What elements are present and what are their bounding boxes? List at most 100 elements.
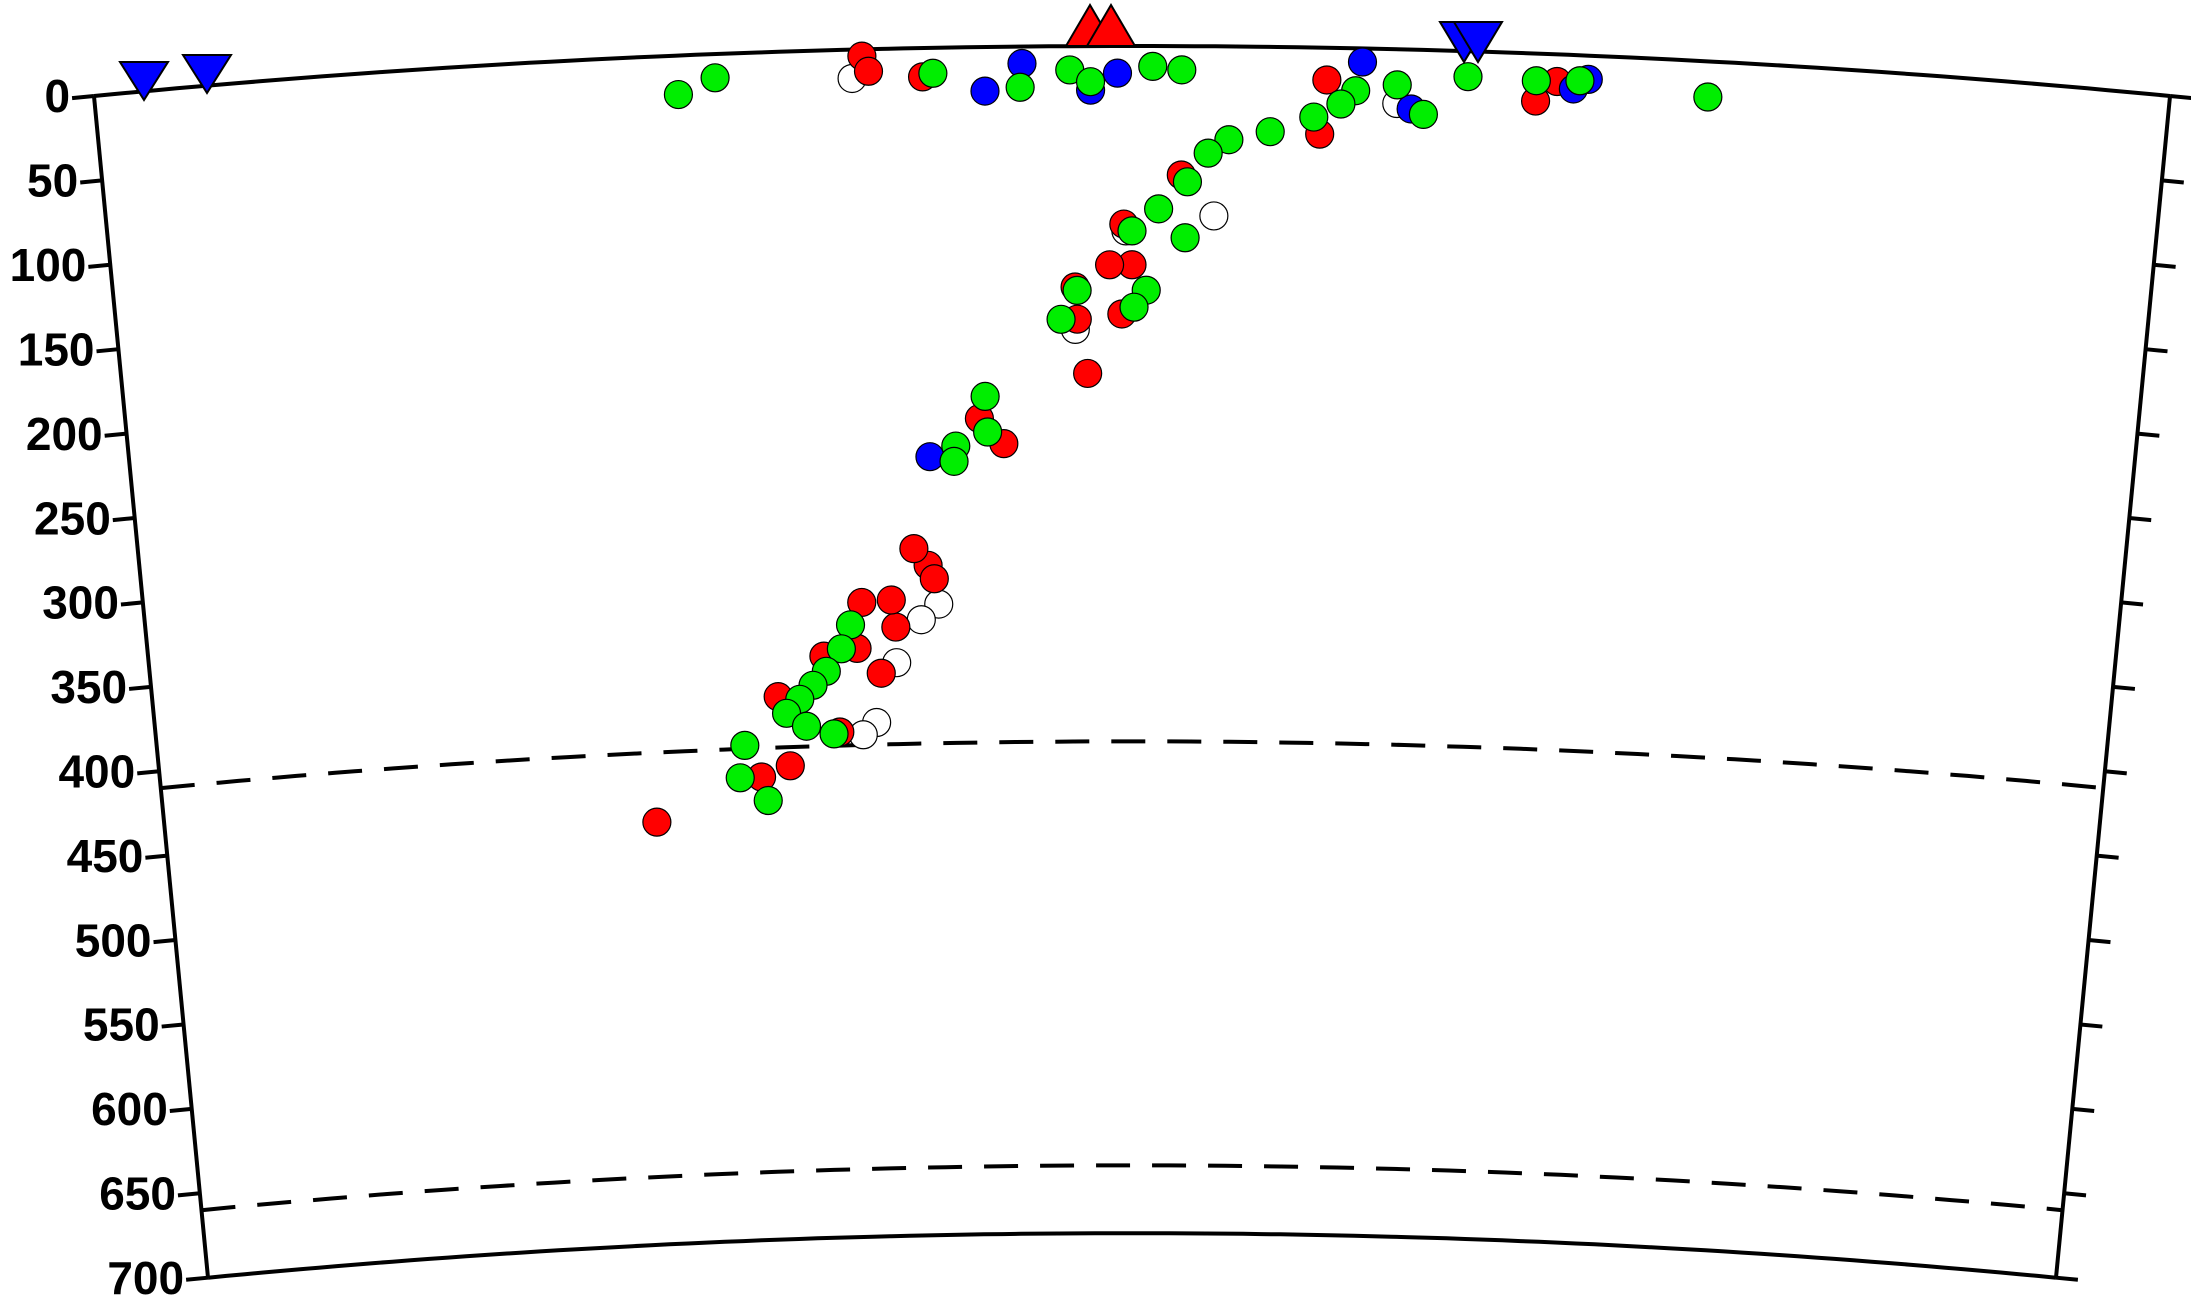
side-axis xyxy=(91,95,210,1278)
volcano-marker xyxy=(1085,3,1137,47)
event-point xyxy=(906,605,936,635)
event-point xyxy=(1138,51,1168,81)
y-tick-label: 50 xyxy=(27,155,78,207)
event-point xyxy=(700,63,730,93)
event-point xyxy=(753,785,783,816)
y-tick-label: 650 xyxy=(99,1168,176,1220)
y-tick-label: 700 xyxy=(107,1252,184,1304)
event-point xyxy=(881,612,911,642)
event-point xyxy=(1312,65,1342,95)
y-tick xyxy=(169,1106,192,1113)
bottom-line xyxy=(207,1231,2057,1280)
y-tick-right xyxy=(2137,431,2160,438)
event-point xyxy=(876,585,906,615)
y-tick-label: 100 xyxy=(10,239,87,291)
event-point xyxy=(1347,47,1378,77)
event-point xyxy=(1119,292,1149,322)
y-tick-right xyxy=(2104,769,2127,776)
discontinuity-line xyxy=(160,739,2104,791)
y-tick xyxy=(88,262,111,269)
event-point xyxy=(1565,66,1595,96)
event-point xyxy=(1693,82,1723,112)
y-tick xyxy=(177,1191,201,1198)
y-tick-right xyxy=(2153,262,2176,269)
event-point xyxy=(1170,223,1200,253)
event-point xyxy=(1214,125,1244,155)
y-tick xyxy=(104,431,127,438)
y-tick xyxy=(112,516,135,523)
discontinuity-line xyxy=(201,1163,2063,1213)
station-marker xyxy=(118,61,170,102)
y-tick-right xyxy=(2161,178,2184,185)
event-point xyxy=(866,658,896,688)
event-point xyxy=(1453,62,1483,92)
event-point xyxy=(970,76,1000,106)
y-tick-right xyxy=(2129,516,2152,523)
event-point xyxy=(853,56,884,86)
y-tick xyxy=(80,178,103,185)
y-tick xyxy=(145,853,168,860)
event-point xyxy=(1094,250,1125,280)
event-point xyxy=(1046,304,1076,334)
y-tick-label: 250 xyxy=(34,492,111,544)
y-tick xyxy=(137,769,160,776)
event-point xyxy=(1408,99,1438,130)
y-tick-right xyxy=(2112,684,2136,691)
event-point xyxy=(1326,89,1356,119)
y-tick-label: 500 xyxy=(75,914,152,966)
y-tick-right xyxy=(2063,1191,2087,1198)
y-tick-label: 550 xyxy=(83,999,160,1051)
event-point xyxy=(826,634,856,664)
y-tick-label: 0 xyxy=(44,70,70,122)
y-tick xyxy=(128,684,152,691)
event-point xyxy=(1199,201,1229,231)
station-marker xyxy=(1452,21,1504,64)
event-point xyxy=(791,711,822,741)
event-point xyxy=(970,381,1000,412)
y-tick-right xyxy=(2120,600,2144,607)
markers xyxy=(118,3,1504,102)
y-tick-right xyxy=(2072,1106,2095,1113)
station-marker xyxy=(181,54,233,95)
event-point xyxy=(939,446,969,476)
event-point xyxy=(1117,216,1147,246)
event-point xyxy=(642,807,672,837)
y-tick-right xyxy=(2080,1022,2103,1029)
event-point xyxy=(819,719,849,749)
y-tick-label: 400 xyxy=(58,746,135,798)
event-point xyxy=(1075,67,1106,97)
event-point xyxy=(1172,167,1203,197)
event-point xyxy=(1102,58,1133,88)
event-point xyxy=(918,58,948,88)
y-tick-right xyxy=(2096,853,2119,860)
event-point xyxy=(1382,70,1412,100)
event-point xyxy=(973,417,1003,447)
surface-line xyxy=(93,44,2171,98)
side-axis xyxy=(2054,95,2173,1278)
y-tick-label: 150 xyxy=(18,323,95,375)
y-tick-label: 600 xyxy=(91,1083,168,1135)
y-tick-right xyxy=(2055,1275,2079,1282)
event-point xyxy=(1144,194,1174,224)
event-point xyxy=(1299,102,1329,132)
event-point xyxy=(915,442,945,472)
y-tick-label: 300 xyxy=(42,577,119,629)
y-tick-right xyxy=(2169,93,2191,101)
y-tick xyxy=(161,1022,184,1029)
event-point xyxy=(1521,66,1551,96)
y-tick xyxy=(153,938,176,945)
y-tick xyxy=(96,347,119,354)
y-tick xyxy=(120,600,144,607)
y-tick-label: 350 xyxy=(50,661,127,713)
y-tick-label: 200 xyxy=(26,408,103,460)
event-point xyxy=(775,751,805,781)
event-point xyxy=(1255,117,1285,147)
event-point xyxy=(899,534,929,564)
y-tick xyxy=(71,93,95,101)
y-tick-right xyxy=(2145,347,2168,354)
event-point xyxy=(663,79,694,110)
event-point xyxy=(725,763,755,793)
event-point xyxy=(1073,358,1103,389)
